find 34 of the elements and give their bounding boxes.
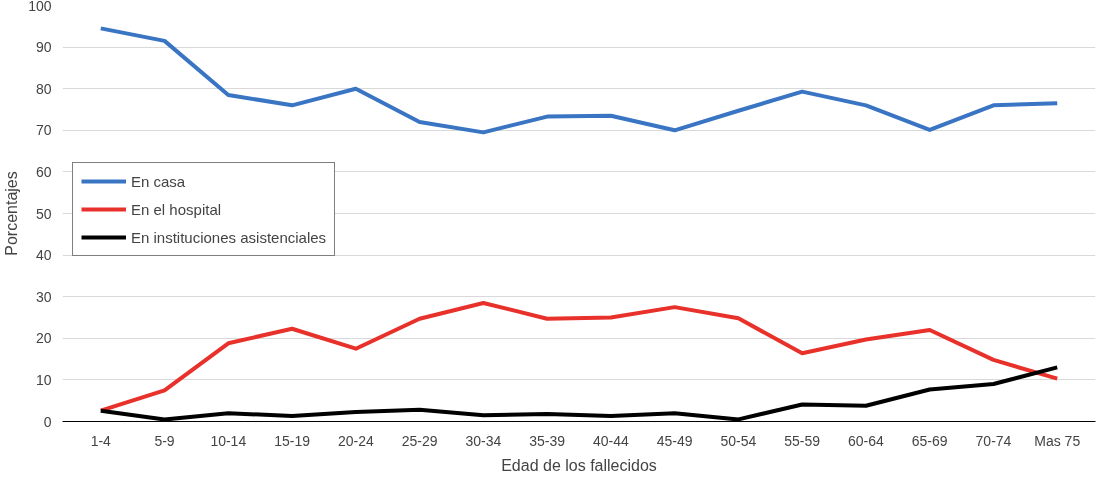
x-tick-label: 20-24 bbox=[337, 432, 374, 449]
x-tick-label: 65-69 bbox=[911, 432, 948, 449]
y-tick-label: 100 bbox=[28, 0, 52, 14]
x-tick-label: 10-14 bbox=[210, 432, 247, 449]
y-tick-label: 20 bbox=[35, 330, 52, 347]
y-tick-label: 40 bbox=[35, 247, 52, 264]
x-tick-label: 55-59 bbox=[784, 432, 821, 449]
y-tick-label: 30 bbox=[35, 288, 52, 305]
x-tick-label: 45-49 bbox=[656, 432, 693, 449]
y-tick-label: 60 bbox=[35, 163, 52, 180]
legend-label: En instituciones asistenciales bbox=[131, 228, 327, 246]
x-tick-label: 1-4 bbox=[90, 432, 112, 449]
x-tick-label: 25-29 bbox=[401, 432, 438, 449]
x-tick-label: 5-9 bbox=[154, 432, 175, 449]
legend-label: En casa bbox=[131, 172, 186, 190]
y-tick-label: 0 bbox=[43, 413, 52, 430]
x-tick-label: 60-64 bbox=[848, 432, 885, 449]
y-axis-title: Porcentajes bbox=[3, 171, 21, 256]
x-tick-label: 35-39 bbox=[529, 432, 566, 449]
y-tick-label: 70 bbox=[35, 122, 52, 139]
legend-label: En el hospital bbox=[131, 200, 222, 218]
x-tick-label: 15-19 bbox=[274, 432, 311, 449]
x-tick-label: 50-54 bbox=[720, 432, 757, 449]
y-tick-label: 90 bbox=[35, 39, 52, 56]
x-tick-label: 70-74 bbox=[975, 432, 1012, 449]
x-tick-label: 30-34 bbox=[465, 432, 502, 449]
line-series bbox=[98, 26, 1060, 135]
y-tick-label: 80 bbox=[35, 80, 52, 97]
y-tick-label: 50 bbox=[35, 205, 52, 222]
x-axis-title: Edad de los fallecidos bbox=[501, 456, 657, 474]
x-tick-label: 40-44 bbox=[592, 432, 629, 449]
x-tick-label: Mas 75 bbox=[1034, 432, 1081, 449]
line-series bbox=[98, 300, 1060, 413]
y-tick-label: 10 bbox=[35, 371, 52, 388]
